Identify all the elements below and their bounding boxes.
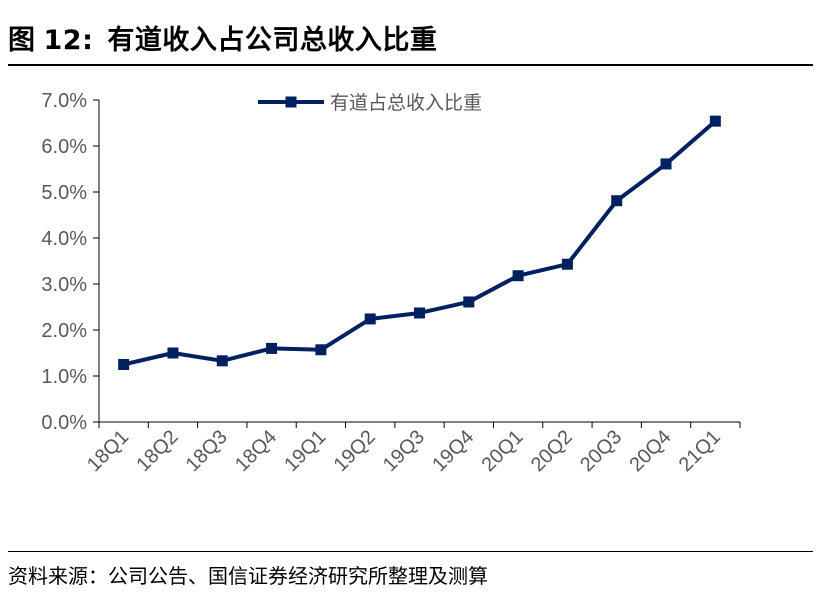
data-point-marker [216, 355, 228, 367]
data-point-marker [561, 258, 573, 270]
line-chart: 0.0%1.0%2.0%3.0%4.0%5.0%6.0%7.0% 18Q1 18Q… [41, 90, 741, 476]
y-axis: 0.0% 1.0% 2.0% 3.0% 4.0% 5.0% 6.0% 7.0% [41, 90, 100, 434]
data-point-marker [266, 342, 278, 354]
data-point-marker [463, 296, 475, 308]
legend: 有道占总收入比重 [258, 92, 482, 114]
data-point-marker [709, 115, 721, 127]
figure-title: 图 12: 有道收入占公司总收入比重 [8, 18, 437, 57]
y-tick-label: 5.0% [41, 182, 87, 204]
data-point-marker [167, 347, 179, 359]
figure-title-text: 有道收入占公司总收入比重 [107, 25, 438, 56]
legend-label: 有道占总收入比重 [330, 92, 482, 114]
footer-divider [8, 551, 813, 552]
data-point-marker [611, 195, 623, 207]
x-tick-label: 21Q1 [675, 426, 725, 476]
y-tick-label: 7.0% [41, 90, 87, 112]
y-tick-label: 3.0% [41, 274, 87, 296]
figure-label: 图 [8, 25, 36, 56]
title-divider [8, 64, 813, 66]
series-line [123, 119, 717, 367]
series [118, 115, 721, 370]
y-tick-label: 1.0% [41, 366, 87, 388]
data-point-marker [118, 359, 130, 370]
data-point-marker [414, 307, 425, 319]
x-tick-label: 19Q2 [330, 426, 380, 476]
x-tick-label: 18Q3 [182, 426, 232, 476]
y-tick-label: 6.0% [41, 136, 87, 158]
y-tick-label: 4.0% [41, 228, 87, 250]
x-tick-label: 19Q1 [280, 426, 330, 476]
x-tick-label: 20Q3 [576, 426, 626, 476]
x-tick-label: 19Q3 [379, 426, 429, 476]
data-point-marker [364, 313, 376, 325]
x-tick-label: 20Q1 [477, 426, 527, 476]
legend-marker [285, 96, 297, 108]
x-tick-label: 18Q2 [132, 426, 182, 476]
x-tick-label: 20Q2 [527, 426, 577, 476]
figure-number: 12: [43, 25, 94, 56]
data-point-marker [512, 270, 524, 282]
y-tick-label: 2.0% [41, 320, 87, 342]
x-tick-label: 20Q4 [625, 426, 675, 476]
data-point-marker [315, 344, 327, 356]
source-note: 资料来源：公司公告、国信证券经济研究所整理及测算 [8, 564, 488, 588]
x-tick-label: 19Q4 [428, 426, 478, 476]
y-tick-label: 0.0% [41, 412, 87, 434]
x-tick-label: 18Q4 [231, 426, 281, 476]
data-point-marker [660, 158, 672, 170]
x-tick-label: 18Q1 [83, 426, 133, 476]
x-axis: 18Q1 18Q2 18Q3 18Q4 19Q1 19Q2 19Q3 19Q4 20Q1 20Q2… [83, 421, 741, 476]
